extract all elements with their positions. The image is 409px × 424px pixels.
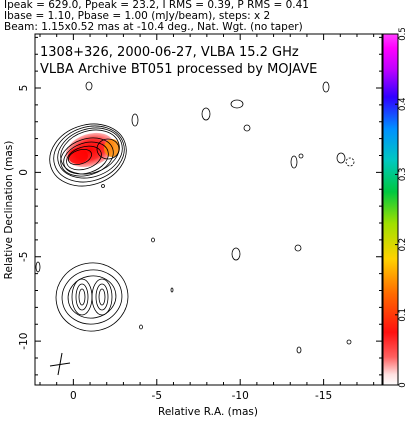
plot-frame bbox=[34, 33, 383, 386]
beam-cross bbox=[49, 352, 71, 376]
noise-contours bbox=[35, 81, 355, 354]
colorbar-tick-label: 0 bbox=[398, 382, 408, 387]
y-axis-label: Relative Declination (mas) bbox=[3, 141, 15, 280]
plot-subtitle: VLBA Archive BT051 processed by MOJAVE bbox=[40, 62, 317, 77]
colorbar-tick-label: 0.2 bbox=[398, 238, 408, 252]
beam-contours bbox=[55, 262, 129, 332]
core-emission bbox=[49, 123, 127, 187]
colorbar-tick-label: 0.5 bbox=[398, 27, 408, 41]
colorbar-tick-label: 0.4 bbox=[398, 97, 408, 111]
colorbar-tick-label: 0.3 bbox=[398, 168, 408, 182]
y-tick-label: -5 bbox=[18, 252, 30, 262]
stats-header: Ipeak = 629.0, Ppeak = 23.2, I RMS = 0.3… bbox=[4, 0, 384, 33]
colorbar bbox=[382, 33, 399, 386]
x-tick-label: -10 bbox=[232, 390, 249, 402]
y-tick-label: 0 bbox=[18, 169, 30, 176]
plot-title: 1308+326, 2000-06-27, VLBA 15.2 GHz bbox=[40, 45, 299, 60]
y-tick-label: 5 bbox=[18, 85, 30, 92]
header-line-2: Ibase = 1.10, Pbase = 1.00 (mJy/beam), s… bbox=[4, 10, 271, 22]
x-axis-label: Relative R.A. (mas) bbox=[158, 406, 258, 418]
colorbar-tick-label: 0.1 bbox=[398, 308, 408, 322]
header-line-1: Ipeak = 629.0, Ppeak = 23.2, I RMS = 0.3… bbox=[4, 0, 309, 11]
x-tick-label: -5 bbox=[152, 390, 162, 402]
x-tick-label: 0 bbox=[70, 390, 77, 402]
y-tick-label: -10 bbox=[18, 333, 30, 350]
header-line-3: Beam: 1.15x0.52 mas at -10.4 deg., Nat. … bbox=[4, 21, 303, 33]
x-tick-label: -15 bbox=[315, 390, 332, 402]
